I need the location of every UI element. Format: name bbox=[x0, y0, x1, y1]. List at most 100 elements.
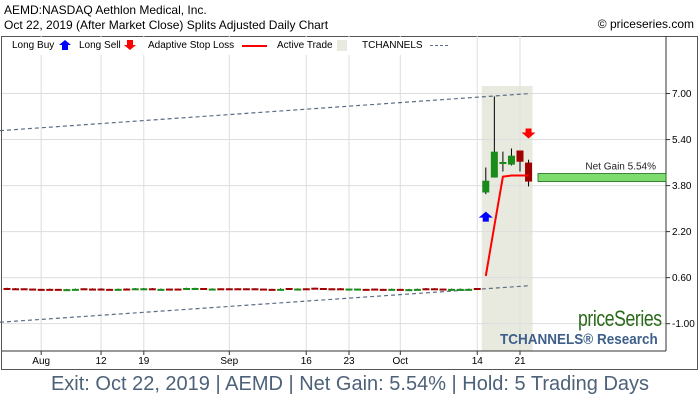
candle-body bbox=[123, 288, 131, 291]
candle-body bbox=[71, 288, 79, 291]
candle bbox=[431, 288, 438, 291]
candle-body bbox=[260, 288, 267, 291]
candle bbox=[165, 288, 173, 291]
priceseries-logo: priceSeries bbox=[578, 306, 662, 331]
candle-body bbox=[499, 162, 507, 164]
candle-body bbox=[242, 288, 250, 291]
long-sell-arrow-icon bbox=[123, 39, 137, 54]
chart-title: AEMD:NASDAQ Aethlon Medical, Inc. bbox=[4, 3, 207, 17]
candle-body bbox=[20, 288, 28, 291]
y-tick-label: 5.40 bbox=[672, 135, 692, 146]
candle bbox=[507, 148, 515, 166]
candle bbox=[225, 288, 233, 291]
candle bbox=[251, 288, 259, 291]
candle-body bbox=[148, 288, 156, 291]
y-tick-label: 7.00 bbox=[672, 89, 692, 100]
candle bbox=[311, 287, 319, 290]
candle bbox=[405, 288, 413, 292]
long-buy-arrow-icon bbox=[478, 211, 493, 222]
candle bbox=[191, 287, 199, 290]
adaptive-stop-loss-line bbox=[484, 174, 529, 277]
candle bbox=[89, 288, 96, 291]
x-tick-label: Oct bbox=[393, 356, 409, 367]
candle-body bbox=[285, 288, 293, 290]
candle-body bbox=[37, 288, 45, 291]
candle-body bbox=[268, 288, 276, 291]
candle-body bbox=[388, 288, 396, 291]
candle-body bbox=[97, 288, 105, 291]
x-tick-label: 14 bbox=[472, 356, 484, 367]
candle bbox=[242, 288, 250, 291]
net-gain-label: Net Gain 5.54% bbox=[585, 162, 656, 173]
candle-body bbox=[311, 287, 319, 290]
candle-body bbox=[507, 155, 515, 165]
long-sell-arrow-icon bbox=[521, 128, 536, 139]
candle bbox=[140, 288, 148, 291]
x-tick-label: 16 bbox=[301, 356, 313, 367]
candle-body bbox=[140, 288, 148, 291]
candle-body bbox=[490, 151, 498, 178]
y-tick-label: 3.80 bbox=[672, 181, 692, 192]
copyright: © priceseries.com bbox=[597, 17, 694, 31]
candle-body bbox=[277, 288, 285, 291]
candle-body bbox=[362, 288, 370, 291]
candle bbox=[123, 288, 131, 291]
candle bbox=[345, 288, 353, 291]
candle-body bbox=[225, 288, 233, 291]
tchannel-lower-line bbox=[0, 285, 530, 323]
candle-body bbox=[354, 288, 362, 291]
candle bbox=[71, 288, 79, 291]
candle bbox=[362, 288, 370, 291]
candle bbox=[157, 288, 165, 291]
tchannel-upper-line bbox=[0, 92, 530, 132]
candle-body bbox=[54, 288, 62, 291]
legend-long-sell: Long Sell bbox=[79, 40, 121, 51]
candle bbox=[465, 288, 473, 291]
candle-body bbox=[516, 150, 524, 162]
candle-body bbox=[465, 288, 473, 291]
candle bbox=[354, 288, 362, 291]
candle bbox=[319, 288, 327, 290]
candle-body bbox=[251, 288, 259, 291]
candle bbox=[285, 288, 293, 290]
candle-body bbox=[456, 288, 464, 291]
candle bbox=[54, 288, 62, 291]
candle-body bbox=[413, 288, 421, 291]
tchannels-research-logo: TCHANNELS® Research bbox=[500, 331, 658, 348]
candle bbox=[396, 288, 404, 291]
candle bbox=[174, 288, 182, 291]
candle-body bbox=[157, 288, 165, 291]
candle-body bbox=[439, 288, 447, 291]
net-gain-bar bbox=[537, 173, 667, 182]
candle-body bbox=[431, 288, 438, 291]
candle-body bbox=[46, 288, 54, 291]
candle bbox=[302, 288, 310, 291]
trade-summary: Exit: Oct 22, 2019 | AEMD | Net Gain: 5.… bbox=[50, 373, 650, 395]
candle bbox=[456, 288, 464, 291]
candle bbox=[106, 288, 114, 291]
candle bbox=[413, 288, 421, 291]
legend-active-trade: Active Trade bbox=[277, 40, 333, 51]
candle-body bbox=[234, 288, 242, 291]
candle-body bbox=[302, 288, 310, 291]
candle bbox=[277, 288, 285, 291]
candle-body bbox=[371, 288, 379, 291]
candle bbox=[80, 288, 88, 291]
candle-body bbox=[422, 288, 430, 291]
candle bbox=[183, 287, 191, 290]
active-trade-swatch-icon bbox=[337, 40, 347, 51]
candle-body bbox=[106, 288, 114, 291]
candle bbox=[200, 288, 208, 290]
candle bbox=[217, 288, 225, 291]
stop-loss-line-icon bbox=[242, 45, 267, 47]
y-tick-label: 2.20 bbox=[672, 227, 692, 238]
active-trade-region bbox=[481, 86, 533, 351]
candle bbox=[499, 151, 507, 172]
candle bbox=[388, 288, 396, 291]
candle-body bbox=[448, 288, 456, 291]
candle bbox=[12, 288, 20, 291]
candle bbox=[268, 288, 276, 291]
candle bbox=[260, 288, 267, 291]
candle bbox=[482, 167, 490, 195]
